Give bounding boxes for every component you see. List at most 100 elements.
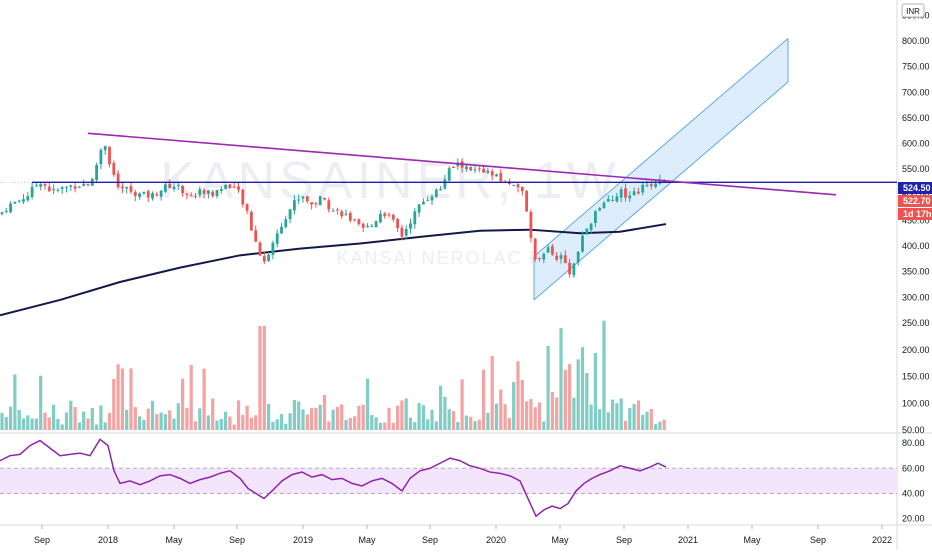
candle-body — [112, 163, 116, 175]
candle-body — [164, 184, 167, 192]
volume-bar — [275, 419, 279, 430]
close-price-text: 522.70 — [903, 196, 931, 206]
volume-bar — [426, 419, 430, 430]
volume-bar — [172, 418, 176, 430]
volume-bar — [181, 378, 185, 430]
volume-bar — [47, 417, 51, 430]
candle-body — [370, 225, 374, 227]
volume-bar — [202, 368, 206, 430]
volume-bar — [129, 368, 133, 430]
volume-tick-label: 150.00 — [902, 372, 930, 382]
volume-bar — [344, 419, 348, 430]
volume-bar — [340, 404, 344, 430]
volume-bar — [232, 424, 236, 430]
volume-bar — [254, 415, 258, 430]
price-candles — [0, 145, 666, 278]
channel-fill — [534, 38, 788, 300]
candle-body — [280, 226, 283, 234]
volume-bar — [95, 424, 99, 430]
candle-body — [172, 186, 176, 190]
currency-badge[interactable] — [901, 3, 925, 18]
time-tick-label: 2020 — [486, 535, 506, 545]
volume-bar — [408, 417, 413, 430]
volume-bar — [73, 407, 77, 430]
candle-body — [374, 221, 378, 227]
candle-body — [649, 184, 653, 186]
volume-bar — [241, 414, 245, 430]
candle-body — [422, 201, 425, 205]
candle-body — [581, 235, 584, 252]
volume-bar — [262, 326, 266, 430]
candle-body — [353, 219, 356, 221]
volume-bar — [606, 412, 610, 430]
time-tick-label: 2021 — [678, 535, 698, 545]
volume-bar — [236, 400, 241, 430]
volume-bar — [327, 421, 331, 430]
candle-body — [348, 212, 352, 221]
time-tick-label: May — [551, 535, 569, 545]
volume-bar — [314, 407, 318, 430]
volume-bar — [155, 413, 159, 430]
volume-bar — [555, 397, 559, 430]
volume-bar — [228, 416, 232, 430]
volume-bar — [576, 359, 580, 430]
volume-bar — [413, 422, 417, 430]
moving-average-layer — [0, 223, 667, 317]
time-tick-label: May — [358, 535, 376, 545]
candle-body — [185, 193, 189, 195]
volume-bar — [318, 404, 322, 430]
volume-bar — [473, 421, 477, 430]
volume-bar — [542, 421, 546, 430]
candle-body — [533, 238, 537, 260]
candle-body — [529, 211, 533, 238]
volume-bar — [464, 415, 468, 430]
candle-body — [477, 168, 481, 170]
candle-body — [336, 209, 339, 211]
descending-trendline[interactable] — [87, 132, 837, 196]
volume-bar — [163, 414, 167, 430]
volume-bar — [589, 404, 593, 430]
candle-body — [241, 189, 245, 205]
volume-bar — [490, 356, 494, 430]
volume-bar — [486, 412, 490, 430]
candle-body — [228, 184, 232, 189]
rsi-tick-label: 20.00 — [902, 514, 925, 524]
candle-body — [194, 195, 197, 197]
candle-body — [176, 185, 180, 187]
channel-upper-line[interactable] — [533, 38, 789, 257]
volume-bar — [267, 403, 271, 430]
candle-body — [499, 172, 503, 182]
time-tick-label: Sep — [810, 535, 826, 545]
candle-body — [293, 200, 296, 211]
candle-body — [262, 256, 266, 262]
candle-body — [129, 186, 133, 192]
volume-bar — [21, 418, 26, 430]
candle-body — [632, 191, 636, 196]
candle-body — [125, 187, 129, 189]
volume-bar — [383, 422, 387, 430]
price-tick-label: 600.00 — [902, 139, 930, 149]
price-tick-label: 450.00 — [902, 215, 930, 225]
candle-body — [396, 219, 399, 229]
channel-lower-line[interactable] — [533, 81, 789, 301]
volume-bar — [460, 379, 464, 430]
candle-body — [490, 171, 494, 176]
volume-bar — [322, 395, 327, 430]
candle-body — [559, 255, 563, 259]
volume-bar — [533, 407, 537, 430]
volume-bar — [391, 422, 395, 430]
volume-bar — [245, 405, 249, 430]
rsi-band-layer — [0, 467, 897, 494]
parallel-channel[interactable] — [533, 38, 789, 301]
price-tick-label: 650.00 — [902, 113, 930, 123]
candle-body — [237, 186, 240, 190]
volume-bar — [146, 408, 150, 430]
candle-body — [207, 190, 210, 194]
candle-body — [121, 186, 124, 189]
drawing-lines[interactable] — [0, 132, 897, 196]
candle-body — [142, 191, 146, 194]
volume-bar — [396, 405, 400, 430]
price-tick-label: 500.00 — [902, 190, 930, 200]
